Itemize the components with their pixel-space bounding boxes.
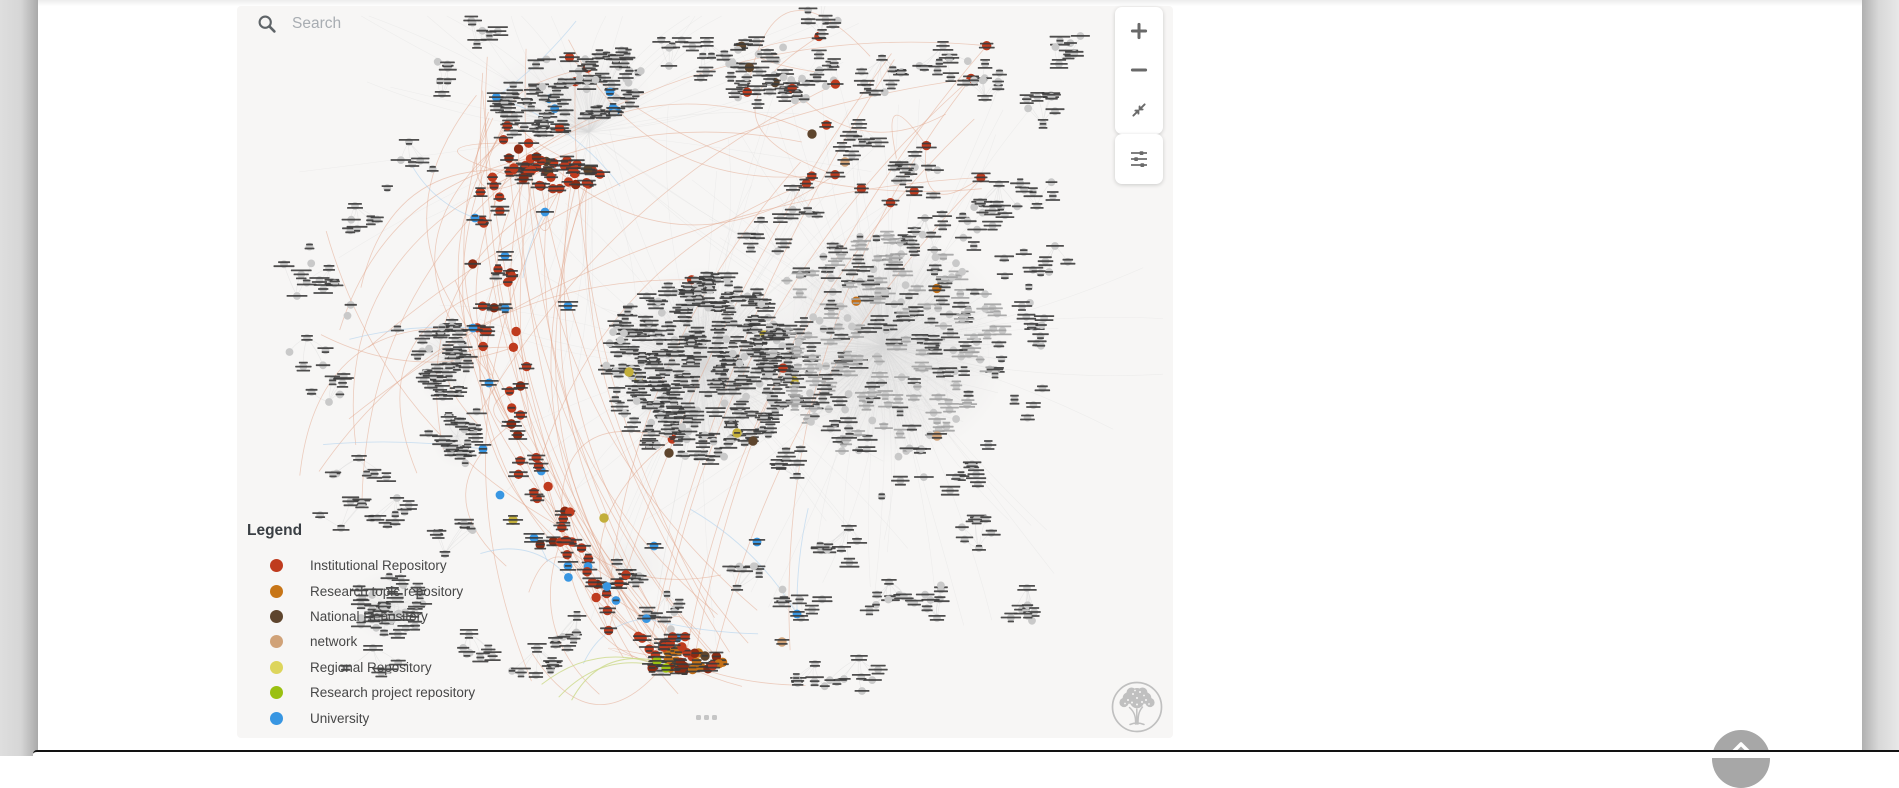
legend-item: Research topic repository xyxy=(245,578,475,603)
more-nodes-indicator xyxy=(696,715,717,720)
legend-item-label: Research topic repository xyxy=(310,583,464,599)
back-to-top-button[interactable] xyxy=(1712,730,1770,788)
legend-title: Legend xyxy=(247,522,303,539)
left-page-shadow xyxy=(0,0,38,756)
tree-logo xyxy=(1111,681,1163,733)
legend-list: Institutional Repository Research topic r… xyxy=(245,553,475,731)
legend-item-label: University xyxy=(310,710,370,726)
right-page-shadow xyxy=(1862,0,1899,756)
legend-item-label: network xyxy=(310,634,358,650)
legend-item-label: National Repository xyxy=(310,608,428,624)
zoom-controls xyxy=(1115,7,1163,134)
legend-item-label: Institutional Repository xyxy=(310,558,447,574)
legend-color-dot xyxy=(270,660,283,674)
legend-item: network xyxy=(245,629,475,654)
legend-color-dot xyxy=(270,559,283,573)
legend-color-dot xyxy=(270,584,283,598)
legend-color-dot xyxy=(270,635,283,649)
graph-panel: Legend Institutional Repository Research … xyxy=(237,6,1173,738)
fit-view-button[interactable] xyxy=(1128,99,1150,121)
compress-arrows-icon xyxy=(1132,103,1146,117)
legend-item: Regional Repository xyxy=(245,655,475,680)
search-input[interactable] xyxy=(290,14,624,34)
search-icon xyxy=(258,15,276,33)
legend-item: University xyxy=(245,705,475,730)
zoom-out-button[interactable] xyxy=(1128,59,1150,81)
settings-panel xyxy=(1115,134,1163,184)
legend-item: Research project repository xyxy=(245,680,475,705)
legend-item-label: Regional Repository xyxy=(310,659,432,675)
top-page-shadow xyxy=(38,0,1862,6)
legend-item: Institutional Repository xyxy=(245,553,475,578)
zoom-in-button[interactable] xyxy=(1128,20,1150,42)
sliders-icon xyxy=(1131,151,1147,167)
legend: Legend Institutional Repository Research … xyxy=(245,522,475,731)
legend-color-dot xyxy=(270,711,283,725)
minus-icon xyxy=(1130,68,1148,72)
plus-icon xyxy=(1130,22,1148,39)
search-bar xyxy=(257,14,624,34)
legend-item-label: Research project repository xyxy=(310,685,476,701)
legend-item: National Repository xyxy=(245,604,475,629)
legend-color-dot xyxy=(270,686,283,700)
graph-canvas[interactable] xyxy=(237,6,1173,738)
settings-button[interactable] xyxy=(1127,147,1151,171)
legend-color-dot xyxy=(270,609,283,623)
section-divider xyxy=(33,750,1899,758)
